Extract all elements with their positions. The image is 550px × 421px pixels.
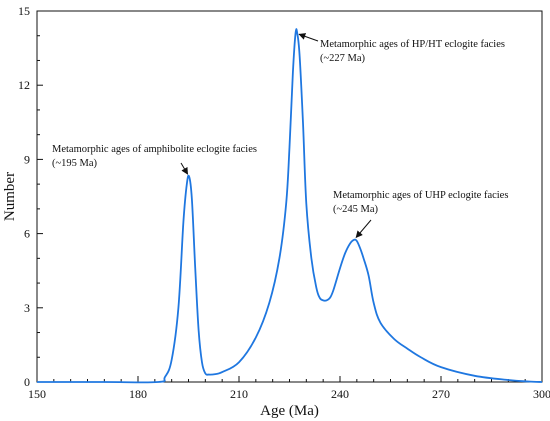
y-tick-label: 9 [24,152,30,166]
annotation-label: Metamorphic ages of amphibolite eclogite… [52,144,257,169]
y-tick-label: 6 [24,227,30,241]
annotation-arrow [355,219,372,239]
y-tick-label: 0 [24,375,30,389]
x-tick-label: 270 [432,387,450,401]
y-tick-label: 3 [24,301,30,315]
annotation-line: (~245 Ma) [333,204,379,215]
annotation-label: Metamorphic ages of UHP eclogite facies (… [333,190,508,215]
annotation-arrow [298,33,319,42]
y-tick-label: 12 [18,78,30,92]
annotation-line: (~195 Ma) [52,158,98,169]
annotation-line: (~227 Ma) [320,53,366,64]
x-tick-label: 300 [533,387,550,401]
x-tick-label: 150 [28,387,46,401]
annotation-line: Metamorphic ages of UHP eclogite facies [333,190,508,201]
x-tick-label: 240 [331,387,349,401]
x-tick-label: 180 [129,387,147,401]
x-tick-label: 210 [230,387,248,401]
y-tick-label: 15 [18,4,30,18]
x-axis-label: Age (Ma) [260,403,319,419]
annotation-line: Metamorphic ages of amphibolite eclogite… [52,144,257,155]
age-distribution-line [37,28,543,384]
annotation-line: Metamorphic ages of HP/HT eclogite facie… [320,39,505,50]
annotation-label: Metamorphic ages of HP/HT eclogite facie… [320,39,505,64]
annotation-arrow [180,162,189,175]
y-axis-label: Number [2,172,18,221]
